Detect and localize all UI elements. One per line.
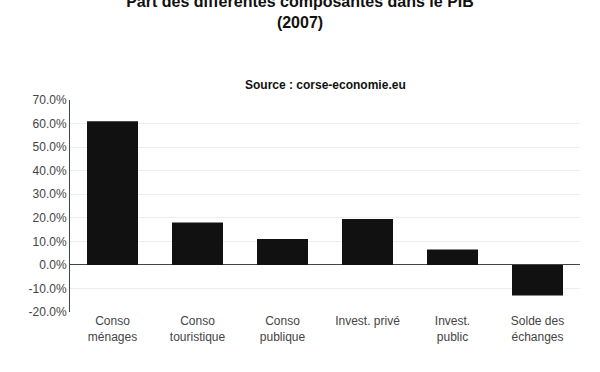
svg-text:30.0%: 30.0% <box>33 187 67 201</box>
svg-text:Part des différentes composant: Part des différentes composantes dans le… <box>126 0 474 31</box>
svg-text:20.0%: 20.0% <box>33 211 67 225</box>
svg-text:Consotouristique: Consotouristique <box>170 314 226 344</box>
svg-text:Invest. privé: Invest. privé <box>335 314 400 328</box>
svg-text:Consopublique: Consopublique <box>260 314 306 344</box>
svg-text:60.0%: 60.0% <box>33 117 67 131</box>
svg-text:Consoménages: Consoménages <box>88 314 137 344</box>
svg-text:0.0%: 0.0% <box>39 258 67 272</box>
svg-text:Invest.public: Invest.public <box>435 314 470 344</box>
svg-text:-20.0%: -20.0% <box>29 305 67 319</box>
svg-text:-10.0%: -10.0% <box>29 282 67 296</box>
svg-text:Solde deséchanges: Solde deséchanges <box>511 314 564 344</box>
svg-text:50.0%: 50.0% <box>33 140 67 154</box>
svg-text:10.0%: 10.0% <box>33 235 67 249</box>
svg-text:70.0%: 70.0% <box>33 93 67 107</box>
svg-text:40.0%: 40.0% <box>33 164 67 178</box>
svg-text:Source : corse-economie.eu: Source : corse-economie.eu <box>245 78 406 92</box>
